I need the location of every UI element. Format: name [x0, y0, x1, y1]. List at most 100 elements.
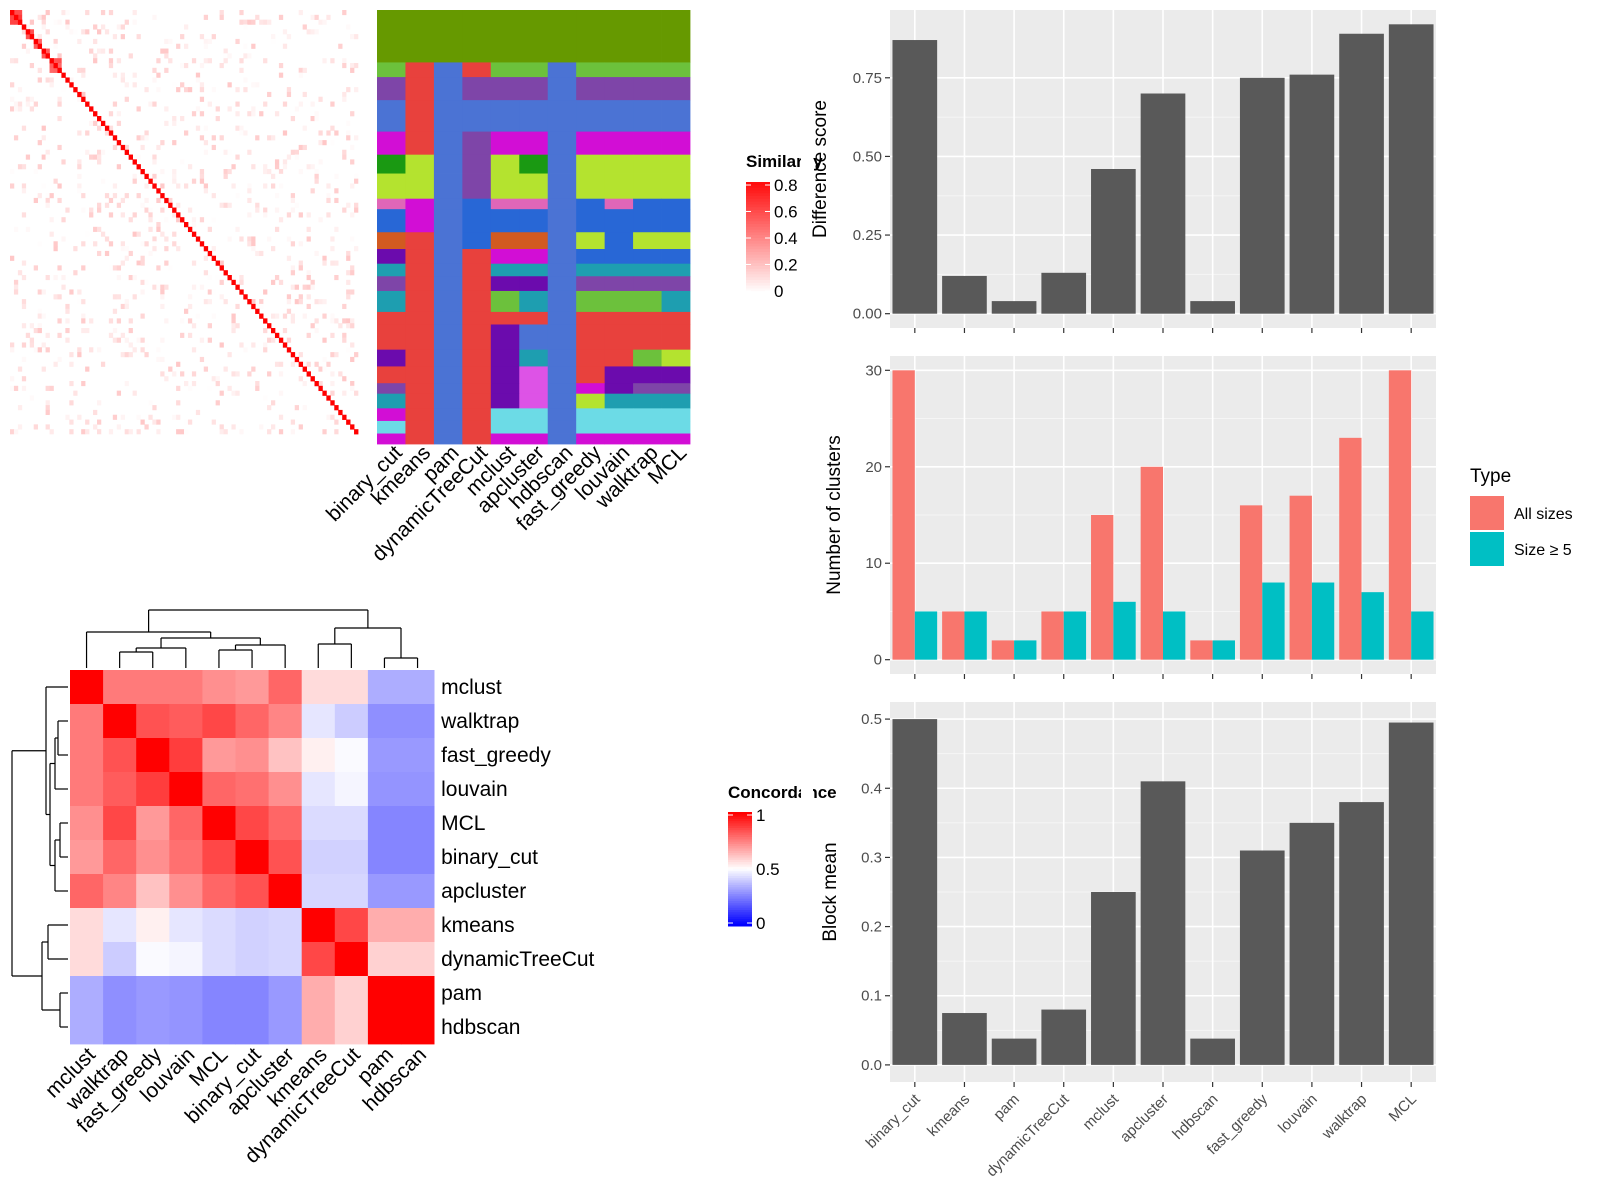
similarity-diagonal-cell: [247, 299, 252, 305]
assignment-cell: [661, 393, 691, 409]
similarity-cell: [227, 149, 232, 155]
similarity-cell: [85, 328, 90, 334]
similarity-cell: [191, 217, 197, 223]
similarity-cell: [195, 72, 201, 78]
similarity-cell: [290, 318, 296, 324]
concordance-cell: [202, 942, 236, 977]
similarity-cell: [219, 424, 224, 430]
similarity-block-cell: [45, 48, 50, 54]
legend-tick-label: 0.6: [774, 203, 798, 222]
similarity-cell: [286, 299, 292, 305]
similarity-cell: [180, 116, 185, 122]
similarity-diagonal-cell: [112, 135, 118, 141]
similarity-cell: [140, 289, 145, 295]
legend-gradient-step: [728, 923, 752, 927]
similarity-cell: [53, 275, 58, 281]
legend-tick-label: 0.5: [756, 860, 780, 879]
similarity-cell: [13, 135, 19, 141]
similarity-cell: [77, 188, 82, 194]
similarity-cell: [124, 303, 129, 310]
similarity-diagonal-cell: [354, 429, 359, 435]
similarity-cell: [239, 236, 244, 242]
similarity-cell: [184, 419, 189, 425]
similarity-cell: [10, 169, 15, 175]
concordance-cell: [401, 874, 435, 909]
similarity-cell: [330, 414, 335, 420]
similarity-cell: [342, 91, 347, 98]
assignment-cell: [405, 100, 435, 132]
assignment-cell: [405, 290, 435, 313]
assignment-cell: [405, 10, 435, 63]
y-tick-label: 0.00: [853, 306, 882, 323]
legend-tick-label: 0.4: [774, 229, 798, 248]
assignment-cell: [576, 393, 606, 409]
similarity-cell: [274, 111, 280, 117]
assignment-cell: [519, 276, 549, 292]
similarity-cell: [298, 352, 303, 358]
similarity-cell: [168, 38, 173, 45]
legend-gradient-step: [746, 254, 770, 259]
concordance-cell: [301, 806, 336, 841]
assignment-cell: [519, 62, 549, 78]
assignment-cell: [633, 10, 662, 63]
similarity-cell: [156, 58, 161, 64]
similarity-cell: [195, 409, 201, 416]
similarity-cell: [227, 106, 232, 112]
similarity-cell: [207, 275, 212, 281]
concordance-cell: [235, 840, 269, 875]
similarity-cell: [302, 361, 307, 367]
similarity-cell: [21, 303, 27, 310]
similarity-cell: [53, 241, 58, 247]
assignment-cell: [661, 290, 691, 313]
assignment-cell: [661, 232, 691, 250]
bar: [1190, 1038, 1235, 1065]
similarity-cell: [25, 332, 31, 338]
assignment-cell: [661, 349, 691, 367]
similarity-cell: [112, 414, 118, 420]
assignment-cell: [576, 198, 606, 210]
similarity-cell: [223, 173, 228, 179]
assignment-cell: [576, 290, 606, 313]
y-tick-label: 0.1: [861, 988, 882, 1005]
similarity-cell: [215, 400, 220, 406]
similarity-cell: [211, 289, 216, 295]
similarity-cell: [342, 332, 347, 338]
similarity-diagonal-cell: [243, 294, 248, 300]
similarity-cell: [219, 260, 224, 266]
similarity-cell: [41, 24, 46, 30]
similarity-cell: [37, 289, 42, 295]
similarity-cell: [231, 164, 236, 170]
similarity-cell: [41, 289, 46, 295]
similarity-cell: [239, 19, 244, 25]
similarity-cell: [148, 101, 153, 107]
similarity-cell: [263, 395, 268, 401]
similarity-cell: [148, 400, 153, 406]
concordance-cell: [367, 772, 402, 807]
similarity-diagonal-cell: [199, 241, 205, 247]
similarity-cell: [278, 361, 284, 367]
similarity-cell: [160, 183, 165, 189]
bar: [1239, 77, 1285, 314]
assignment-cell: [377, 276, 406, 292]
similarity-cell: [100, 361, 106, 367]
similarity-cell: [274, 275, 280, 281]
similarity-cell: [251, 43, 256, 49]
similarity-cell: [251, 106, 256, 112]
concordance-cell: [268, 976, 303, 1011]
similarity-cell: [350, 34, 355, 40]
bar-all-sizes: [1140, 466, 1163, 660]
assignment-cell: [405, 393, 435, 409]
similarity-cell: [286, 154, 292, 160]
similarity-cell: [314, 318, 319, 324]
concordance-cell: [301, 976, 336, 1011]
assignment-cell: [433, 154, 463, 174]
similarity-cell: [116, 120, 122, 126]
legend-gradient-step: [746, 201, 770, 205]
similarity-heatmap-panel: [10, 10, 359, 435]
similarity-cell: [314, 173, 319, 179]
legend-gradient-step: [746, 235, 770, 239]
similarity-cell: [100, 231, 106, 237]
similarity-cell: [120, 241, 125, 247]
similarity-cell: [211, 376, 216, 382]
similarity-cell: [93, 226, 98, 232]
